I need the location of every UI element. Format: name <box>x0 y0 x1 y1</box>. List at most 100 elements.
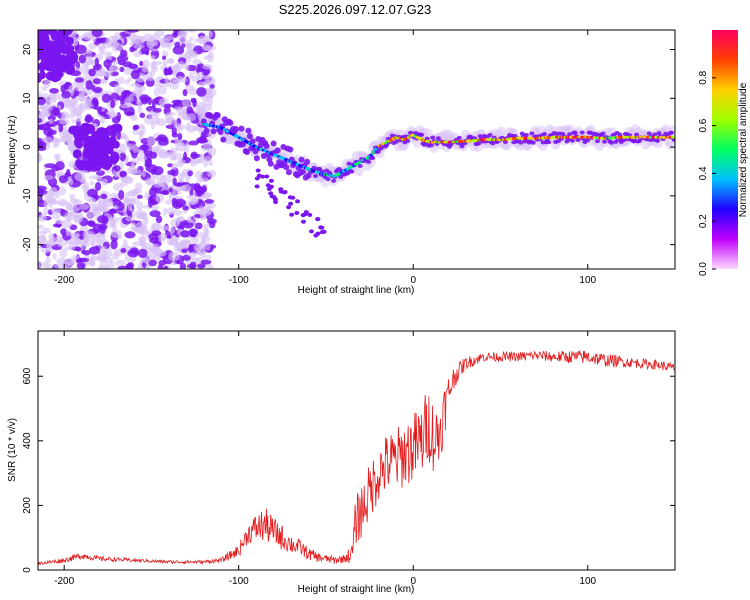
spectrogram-point <box>154 83 165 88</box>
spectrogram-point <box>77 257 90 263</box>
spectrogram-point <box>151 205 159 211</box>
spectrogram-point <box>174 182 183 187</box>
spectrogram-point <box>162 190 170 196</box>
spectrogram-point <box>130 70 140 80</box>
spectrogram-point <box>305 172 312 179</box>
spectrogram-point <box>260 174 266 179</box>
spectrogram-point <box>73 129 83 140</box>
spectrogram-point <box>572 130 578 135</box>
spectrogram-point <box>98 223 108 231</box>
spectrogram-point <box>162 60 168 65</box>
spectrogram-point <box>137 248 148 258</box>
spectrogram-point <box>569 138 575 143</box>
spectrogram-point <box>110 239 118 250</box>
spectrogram-point <box>194 195 200 205</box>
spectrogram-point <box>285 169 292 176</box>
spectrogram-point <box>136 201 144 211</box>
spectrogram-point <box>274 147 281 154</box>
spectrogram-point <box>45 195 57 204</box>
spectrogram-point <box>73 214 83 224</box>
spectrogram-point <box>184 61 190 71</box>
spectrogram-point <box>109 64 114 75</box>
spectrogram-point <box>595 139 601 144</box>
spectrogram-point <box>84 144 95 155</box>
spectrogram-point <box>45 242 51 252</box>
spectrogram-point <box>308 229 314 234</box>
spectrogram-point <box>128 63 138 70</box>
spectrogram-point <box>202 142 212 151</box>
spectrogram-point <box>579 130 585 135</box>
spectrogram-point <box>158 98 166 107</box>
spectrogram-point <box>139 60 144 67</box>
spectrogram-point <box>186 113 197 122</box>
spectrogram-point <box>189 36 194 42</box>
spectrogram-point <box>141 64 149 73</box>
spectrogram-point <box>193 38 205 43</box>
spectrogram-point <box>270 140 277 147</box>
snr-y-tick-label: 600 <box>22 367 33 384</box>
spectrogram-point <box>182 205 189 211</box>
spectrogram-point <box>131 169 143 175</box>
spectrogram-point <box>127 249 139 258</box>
spectrogram-point <box>55 138 63 144</box>
spectrogram-point <box>116 55 129 62</box>
spectrogram-point <box>130 115 138 121</box>
spectrogram-point <box>162 207 167 217</box>
spectrogram-point <box>254 184 260 189</box>
spectrogram-point <box>65 229 72 236</box>
spectrogram-point <box>166 207 176 215</box>
spectrogram-point <box>127 77 132 82</box>
spectrogram-point <box>48 187 58 197</box>
spectrogram-point <box>133 50 143 58</box>
spectrogram-point <box>283 164 290 171</box>
spectrogram-point <box>266 186 272 191</box>
snr-x-label: Height of straight line (km) <box>298 584 415 595</box>
spectrogram-point <box>97 43 106 50</box>
spectrogram-point <box>136 155 147 162</box>
spectrogram-point <box>92 208 102 217</box>
spectrogram-point <box>54 55 65 62</box>
spectrogram-point <box>298 156 305 163</box>
spectrogram-point <box>150 33 160 40</box>
spectrogram-point <box>375 149 381 154</box>
spectrogram-point <box>307 212 313 217</box>
spectrogram-point <box>43 78 51 88</box>
spectrogram-point <box>145 180 157 186</box>
spectrogram-point <box>38 152 42 163</box>
spectrogram-point <box>208 203 216 209</box>
spectrogram-point <box>185 84 195 91</box>
snr-x-tick-label: 0 <box>410 576 416 587</box>
spectrogram-points <box>38 30 675 269</box>
spectrogram-point <box>176 75 183 81</box>
spectrogram-point <box>41 54 51 61</box>
spectrogram-point <box>476 141 482 146</box>
spectrogram-point <box>349 169 355 174</box>
spectrogram-point <box>96 127 107 136</box>
spectrogram-point <box>366 159 372 164</box>
spectrogram-point <box>182 89 188 97</box>
spectrogram-point <box>419 132 425 137</box>
spectrogram-point <box>98 135 111 143</box>
spectrogram-point <box>139 94 150 103</box>
spectrogram-point <box>188 140 199 146</box>
snr-y-label: SNR (10 * v/v) <box>7 418 18 482</box>
spectrogram-point <box>177 172 185 181</box>
spectrogram-point <box>428 143 434 148</box>
spectrogram-point <box>206 263 214 269</box>
spectrogram-point <box>95 37 106 44</box>
spectrogram-point <box>177 34 187 44</box>
spectrogram-point <box>103 59 112 68</box>
spectrogram-point <box>41 136 53 144</box>
spectrogram-point <box>74 172 86 182</box>
spectrogram-point <box>287 195 293 200</box>
spectrogram-point <box>139 112 146 118</box>
spectrogram-point <box>38 260 43 269</box>
spectrogram-point <box>119 152 127 162</box>
spectrogram-point <box>282 190 288 195</box>
spectrogram-point <box>154 182 164 188</box>
spectrogram-point <box>149 210 161 218</box>
spectrogram-point <box>424 136 430 141</box>
spectrogram-point <box>189 261 197 269</box>
spectrogram-point <box>187 170 193 177</box>
